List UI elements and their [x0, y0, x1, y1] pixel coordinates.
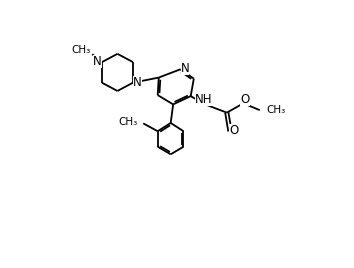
Text: N: N [93, 55, 102, 68]
Text: O: O [240, 93, 250, 106]
Text: N: N [181, 62, 189, 75]
Text: CH₃: CH₃ [266, 105, 285, 115]
Text: CH₃: CH₃ [72, 45, 91, 55]
Text: NH: NH [195, 93, 212, 106]
Text: O: O [229, 124, 239, 137]
Text: CH₃: CH₃ [118, 117, 137, 127]
Text: N: N [133, 76, 142, 89]
